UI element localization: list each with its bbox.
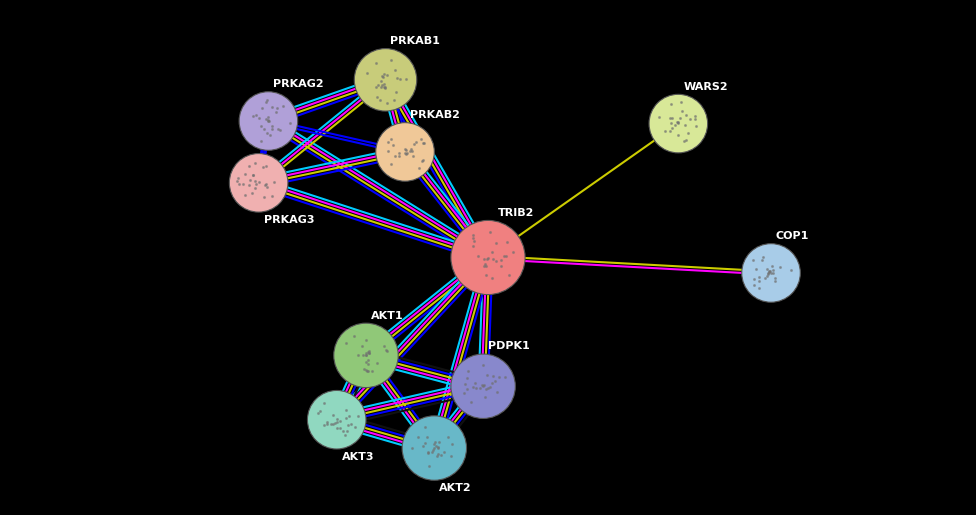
Ellipse shape [451,354,515,419]
Ellipse shape [742,244,800,302]
Ellipse shape [649,94,708,153]
Ellipse shape [376,123,434,181]
Text: AKT1: AKT1 [371,311,403,320]
Text: PRKAB1: PRKAB1 [390,36,440,46]
Text: PRKAG3: PRKAG3 [264,215,314,225]
Text: TRIB2: TRIB2 [498,208,534,218]
Text: AKT3: AKT3 [342,452,374,461]
Text: PDPK1: PDPK1 [488,341,530,351]
Text: COP1: COP1 [776,231,809,241]
Ellipse shape [229,153,288,212]
Text: PRKAG2: PRKAG2 [273,79,324,89]
Ellipse shape [239,92,298,150]
Text: AKT2: AKT2 [439,483,471,493]
Text: PRKAB2: PRKAB2 [410,110,460,120]
Ellipse shape [354,48,417,111]
Ellipse shape [307,390,366,449]
Ellipse shape [402,416,467,480]
Ellipse shape [334,323,398,388]
Text: WARS2: WARS2 [683,82,728,92]
Ellipse shape [451,220,525,295]
